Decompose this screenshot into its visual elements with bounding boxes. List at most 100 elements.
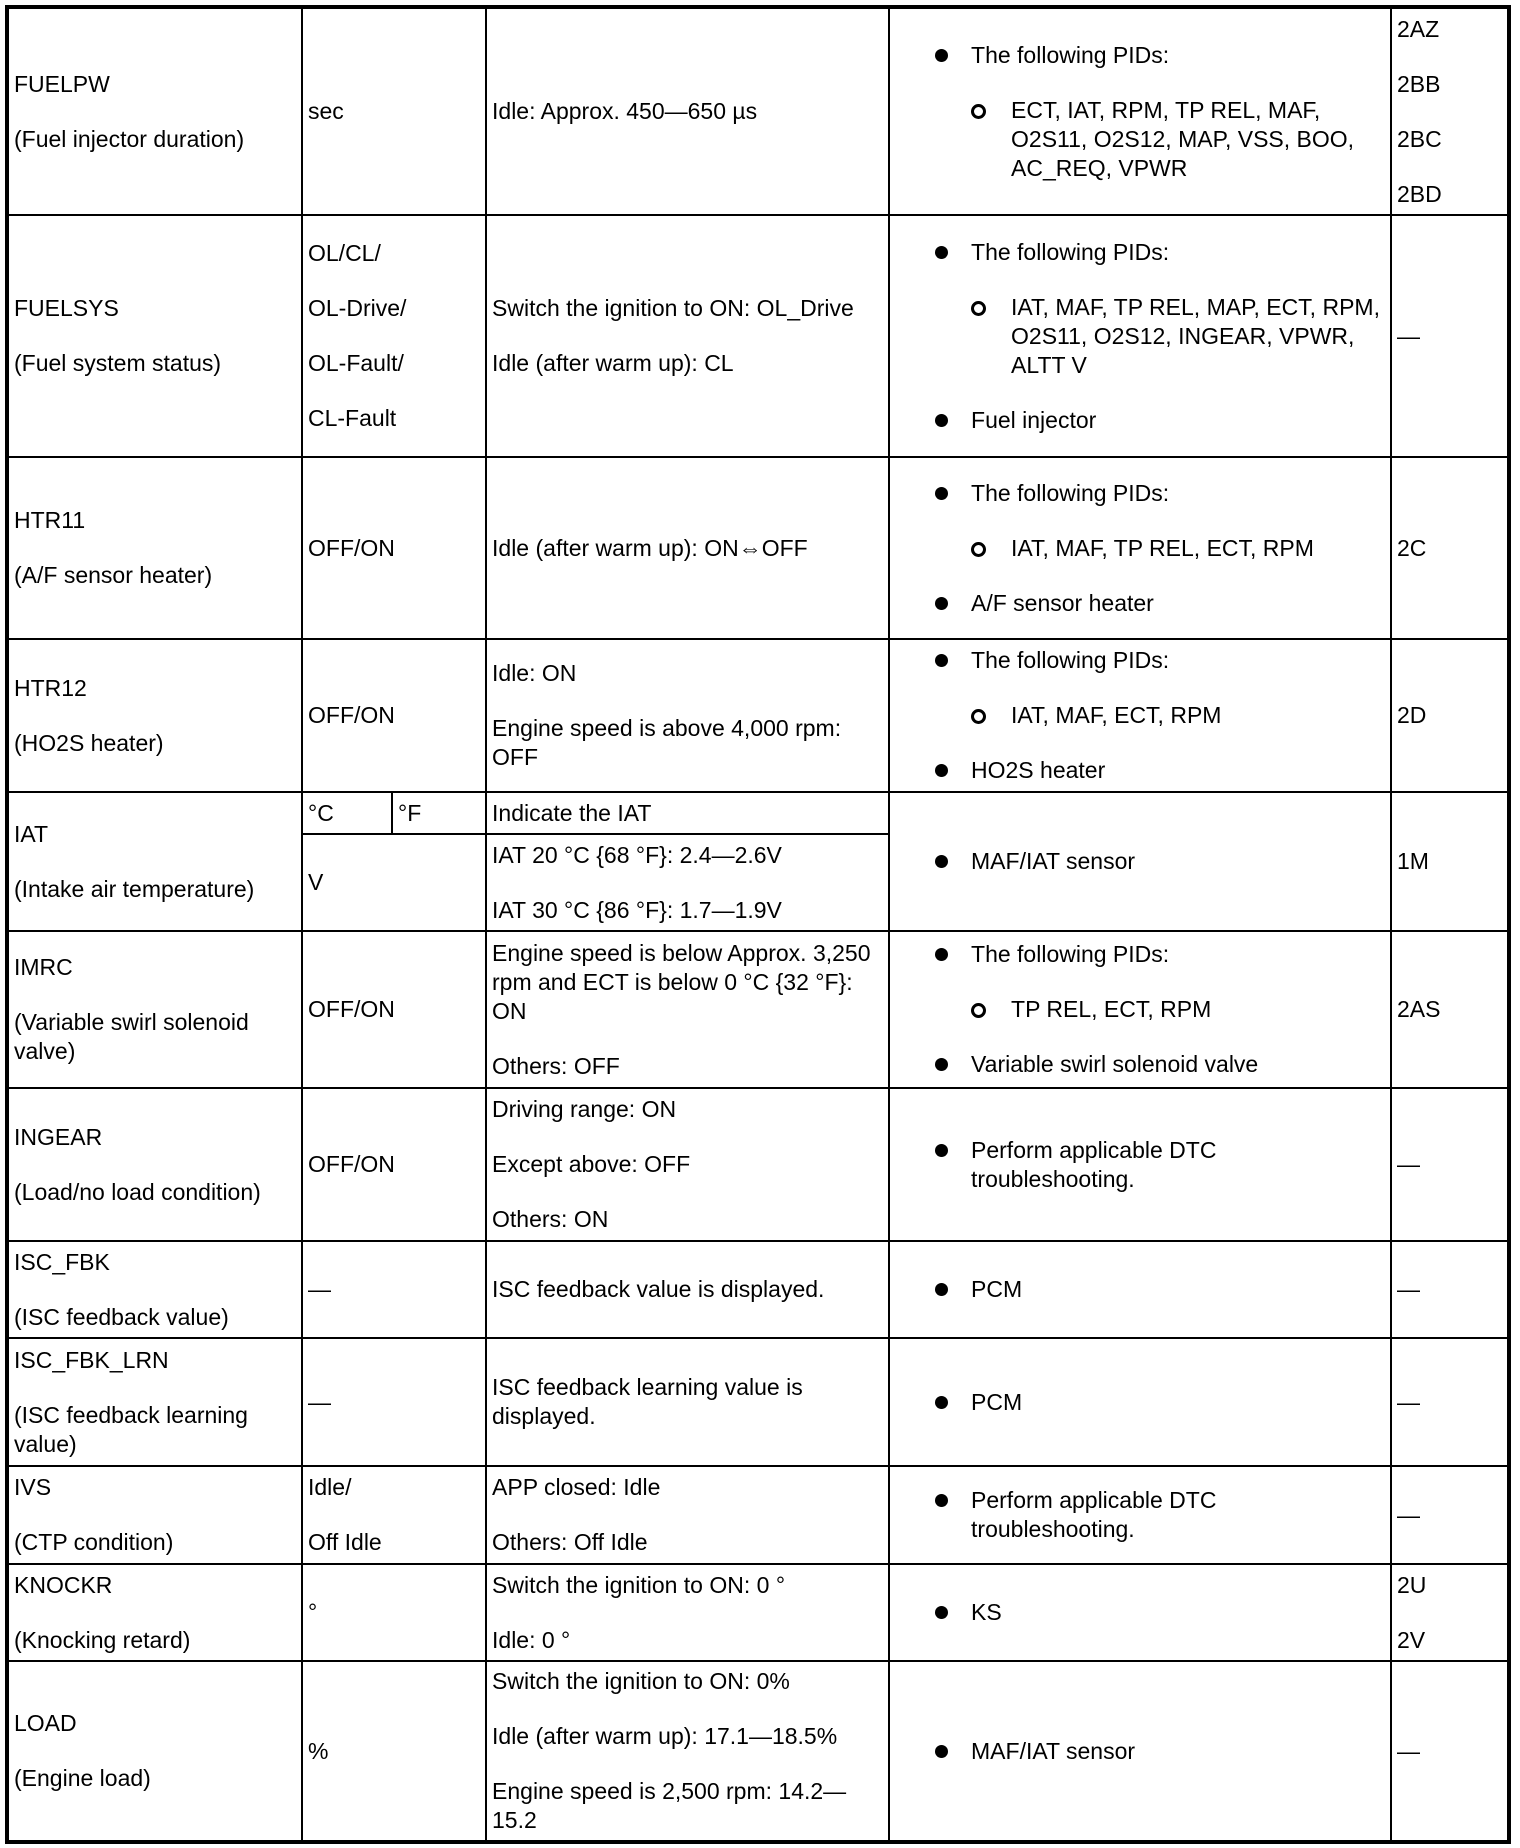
sub-item: ECT, IAT, RPM, TP REL, MAF, O2S11, O2S12…	[971, 96, 1385, 183]
bullet-icon	[935, 1143, 949, 1157]
condition-text: Switch the ignition to ON: 0%	[492, 1668, 790, 1694]
check-item: MAF/IAT sensor	[935, 847, 1385, 876]
check-list: Perform applicable DTC troubleshooting.	[895, 1136, 1385, 1194]
check-item-text: Perform applicable DTC troubleshooting.	[971, 1136, 1217, 1192]
bullet-icon	[935, 1395, 949, 1409]
check-item-text: The following PIDs:	[971, 941, 1170, 967]
unit-fahrenheit: °F	[390, 791, 488, 835]
bullet-icon	[935, 948, 949, 961]
unit-value: sec	[308, 98, 344, 124]
check-item-text: Perform applicable DTC troubleshooting.	[971, 1487, 1217, 1542]
pid-description: (Load/no load condition)	[14, 1178, 261, 1205]
reference-code: —	[1397, 1151, 1421, 1177]
bullet-icon	[935, 245, 949, 259]
check-list: MAF/IAT sensor	[895, 1737, 1385, 1766]
unit-cell: OL/CL/OL-Drive/OL-Fault/CL-Fault	[300, 214, 488, 458]
reference-cell: —	[1390, 1240, 1511, 1339]
reference-cell: 1M	[1390, 791, 1511, 932]
unit-value: Idle/	[308, 1474, 352, 1500]
pid-name: IVS	[14, 1474, 52, 1500]
check-item: MAF/IAT sensor	[935, 1737, 1385, 1766]
condition-text: Idle: 0 °	[492, 1626, 571, 1653]
check-item: KS	[935, 1598, 1385, 1627]
reference-cell: 2U 2V	[1390, 1563, 1511, 1662]
pid-description: (Knocking retard)	[14, 1626, 191, 1653]
reference-code: 2BD	[1397, 181, 1442, 207]
table-row: IMRC (Variable swirl solenoid valve) OFF/O…	[6, 930, 1511, 1089]
check-item: A/F sensor heater	[935, 589, 1385, 618]
reference-cell: —	[1390, 1465, 1511, 1565]
unit-value: OFF/ON	[308, 1151, 395, 1177]
condition-text: ISC feedback value is displayed.	[492, 1276, 825, 1302]
condition-text: Driving range: ON	[492, 1096, 677, 1122]
condition-cell: Idle (after warm up): ON⇔OFF	[485, 456, 891, 640]
bullet-icon	[935, 1606, 949, 1619]
table-row: FUELPW (Fuel injector duration) sec Idle: A…	[6, 6, 1511, 216]
reference-code: —	[1397, 1276, 1421, 1302]
check-item-text: PCM	[971, 1388, 1023, 1415]
unit-value: %	[308, 1737, 329, 1764]
sub-item-text: IAT, MAF, TP REL, ECT, RPM	[1011, 534, 1314, 561]
check-list: MAF/IAT sensor	[895, 847, 1385, 876]
pid-cell: FUELSYS (Fuel system status)	[6, 214, 303, 458]
pid-table: FUELPW (Fuel injector duration) sec Idle: A…	[5, 5, 1512, 1844]
condition-cell: ISC feedback value is displayed.	[485, 1240, 891, 1339]
check-item-cell: The following PIDs: TP REL, ECT, RPM Varia…	[888, 930, 1393, 1089]
bullet-icon	[935, 1058, 949, 1071]
check-item-text: The following PIDs:	[971, 41, 1170, 68]
pid-name: HTR11	[14, 507, 86, 533]
pid-name: FUELPW	[14, 70, 110, 97]
check-item-cell: MAF/IAT sensor	[888, 791, 1393, 932]
pid-description: (ISC feedback learning value)	[14, 1401, 248, 1457]
sub-item: IAT, MAF, TP REL, MAP, ECT, RPM, O2S11, …	[971, 293, 1385, 380]
bullet-icon	[935, 48, 949, 62]
check-item-text: MAF/IAT sensor	[971, 848, 1136, 874]
check-item-cell: MAF/IAT sensor	[888, 1660, 1393, 1843]
pid-cell: ISC_FBK_LRN (ISC feedback learning value)	[6, 1337, 303, 1467]
bullet-icon	[935, 596, 949, 610]
pid-description: (CTP condition)	[14, 1529, 174, 1555]
check-item-text: The following PIDs:	[971, 647, 1170, 673]
pid-description: (Fuel system status)	[14, 350, 222, 376]
unit-value: Off Idle	[308, 1529, 382, 1555]
reference-code: —	[1397, 322, 1421, 349]
check-item: PCM	[935, 1275, 1385, 1304]
condition-text: Except above: OFF	[492, 1151, 691, 1177]
circle-bullet-icon	[971, 1003, 987, 1018]
table-row: LOAD (Engine load)% Switch the ignition to…	[6, 1660, 1511, 1843]
unit-value: CL-Fault	[308, 405, 397, 431]
check-item: The following PIDs: TP REL, ECT, RPM	[935, 940, 1385, 1024]
reference-code: 2V	[1397, 1627, 1426, 1653]
bullet-icon	[935, 654, 949, 667]
table-row: FUELSYS (Fuel system status) OL/CL/OL-Driv…	[6, 214, 1511, 458]
reference-code: 1M	[1397, 848, 1429, 874]
sub-item-text: TP REL, ECT, RPM	[1011, 996, 1212, 1022]
check-item-text: PCM	[971, 1276, 1023, 1302]
check-list: PCM	[895, 1275, 1385, 1304]
check-item: HO2S heater	[935, 756, 1385, 785]
check-item-text: Fuel injector	[971, 406, 1097, 433]
pid-cell: LOAD (Engine load)	[6, 1660, 303, 1843]
bullet-icon	[935, 413, 949, 427]
pid-cell: INGEAR (Load/no load condition)	[6, 1087, 303, 1242]
table-row: ISC_FBK_LRN (ISC feedback learning value)…	[6, 1337, 1511, 1467]
unit-cell: Idle/Off Idle	[300, 1465, 488, 1565]
table-row: V IAT 20 °C {68 °F}: 2.4—2.6V IAT 30 °C {8…	[7, 833, 1509, 932]
circle-bullet-icon	[971, 103, 987, 119]
pid-cell: IAT (Intake air temperature)	[6, 791, 303, 932]
table-row: HTR11 (A/F sensor heater) OFF/ON Idle (afte…	[6, 456, 1511, 640]
bullet-icon	[935, 486, 949, 500]
condition-text: Idle (after warm up): ON⇔OFF	[492, 534, 808, 561]
condition-text: Idle: Approx. 450—650 µs	[492, 98, 758, 124]
unit-value: OFF/ON	[308, 702, 395, 728]
reference-cell: 2AS	[1390, 930, 1511, 1089]
condition-text: Switch the ignition to ON: 0 °	[492, 1571, 786, 1598]
unit-value: —	[308, 1388, 331, 1415]
check-item-cell: The following PIDs: IAT, MAF, TP REL, ECT…	[888, 456, 1393, 640]
condition-cell: ISC feedback learning value is displayed…	[485, 1337, 891, 1467]
check-list: Perform applicable DTC troubleshooting.	[895, 1486, 1385, 1544]
sub-item-text: IAT, MAF, TP REL, MAP, ECT, RPM, O2S11, …	[1011, 293, 1380, 378]
pid-description: (Fuel injector duration)	[14, 125, 245, 152]
sub-item: IAT, MAF, ECT, RPM	[971, 701, 1385, 730]
unit-cell: OFF/ON	[300, 1087, 488, 1242]
